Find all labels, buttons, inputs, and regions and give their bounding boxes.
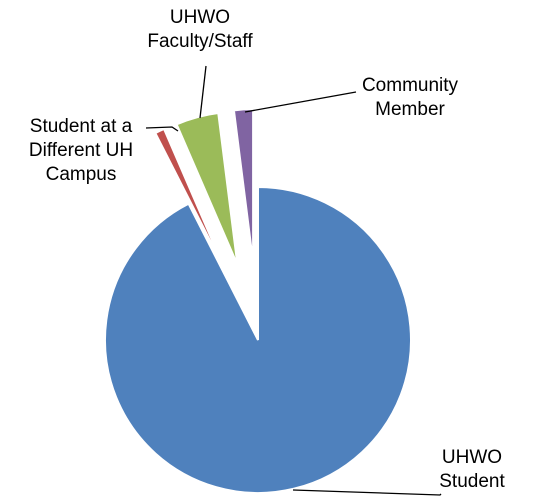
slice-label: Student at a Different UH Campus <box>28 116 134 185</box>
leader-line <box>244 91 357 113</box>
slice-label: UHWO Student <box>439 447 505 492</box>
pie-slice <box>104 185 412 494</box>
slice-label: UHWO Faculty/Staff <box>147 7 253 52</box>
leader-line <box>145 126 179 132</box>
leader-line <box>199 65 207 119</box>
leader-line <box>292 489 442 496</box>
slice-label: Community Member <box>361 75 459 120</box>
pie-slice <box>232 108 255 263</box>
pie-slice <box>153 127 226 270</box>
pie-slice <box>175 111 239 266</box>
